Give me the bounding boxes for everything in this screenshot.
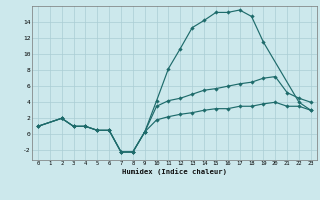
X-axis label: Humidex (Indice chaleur): Humidex (Indice chaleur) — [122, 168, 227, 175]
